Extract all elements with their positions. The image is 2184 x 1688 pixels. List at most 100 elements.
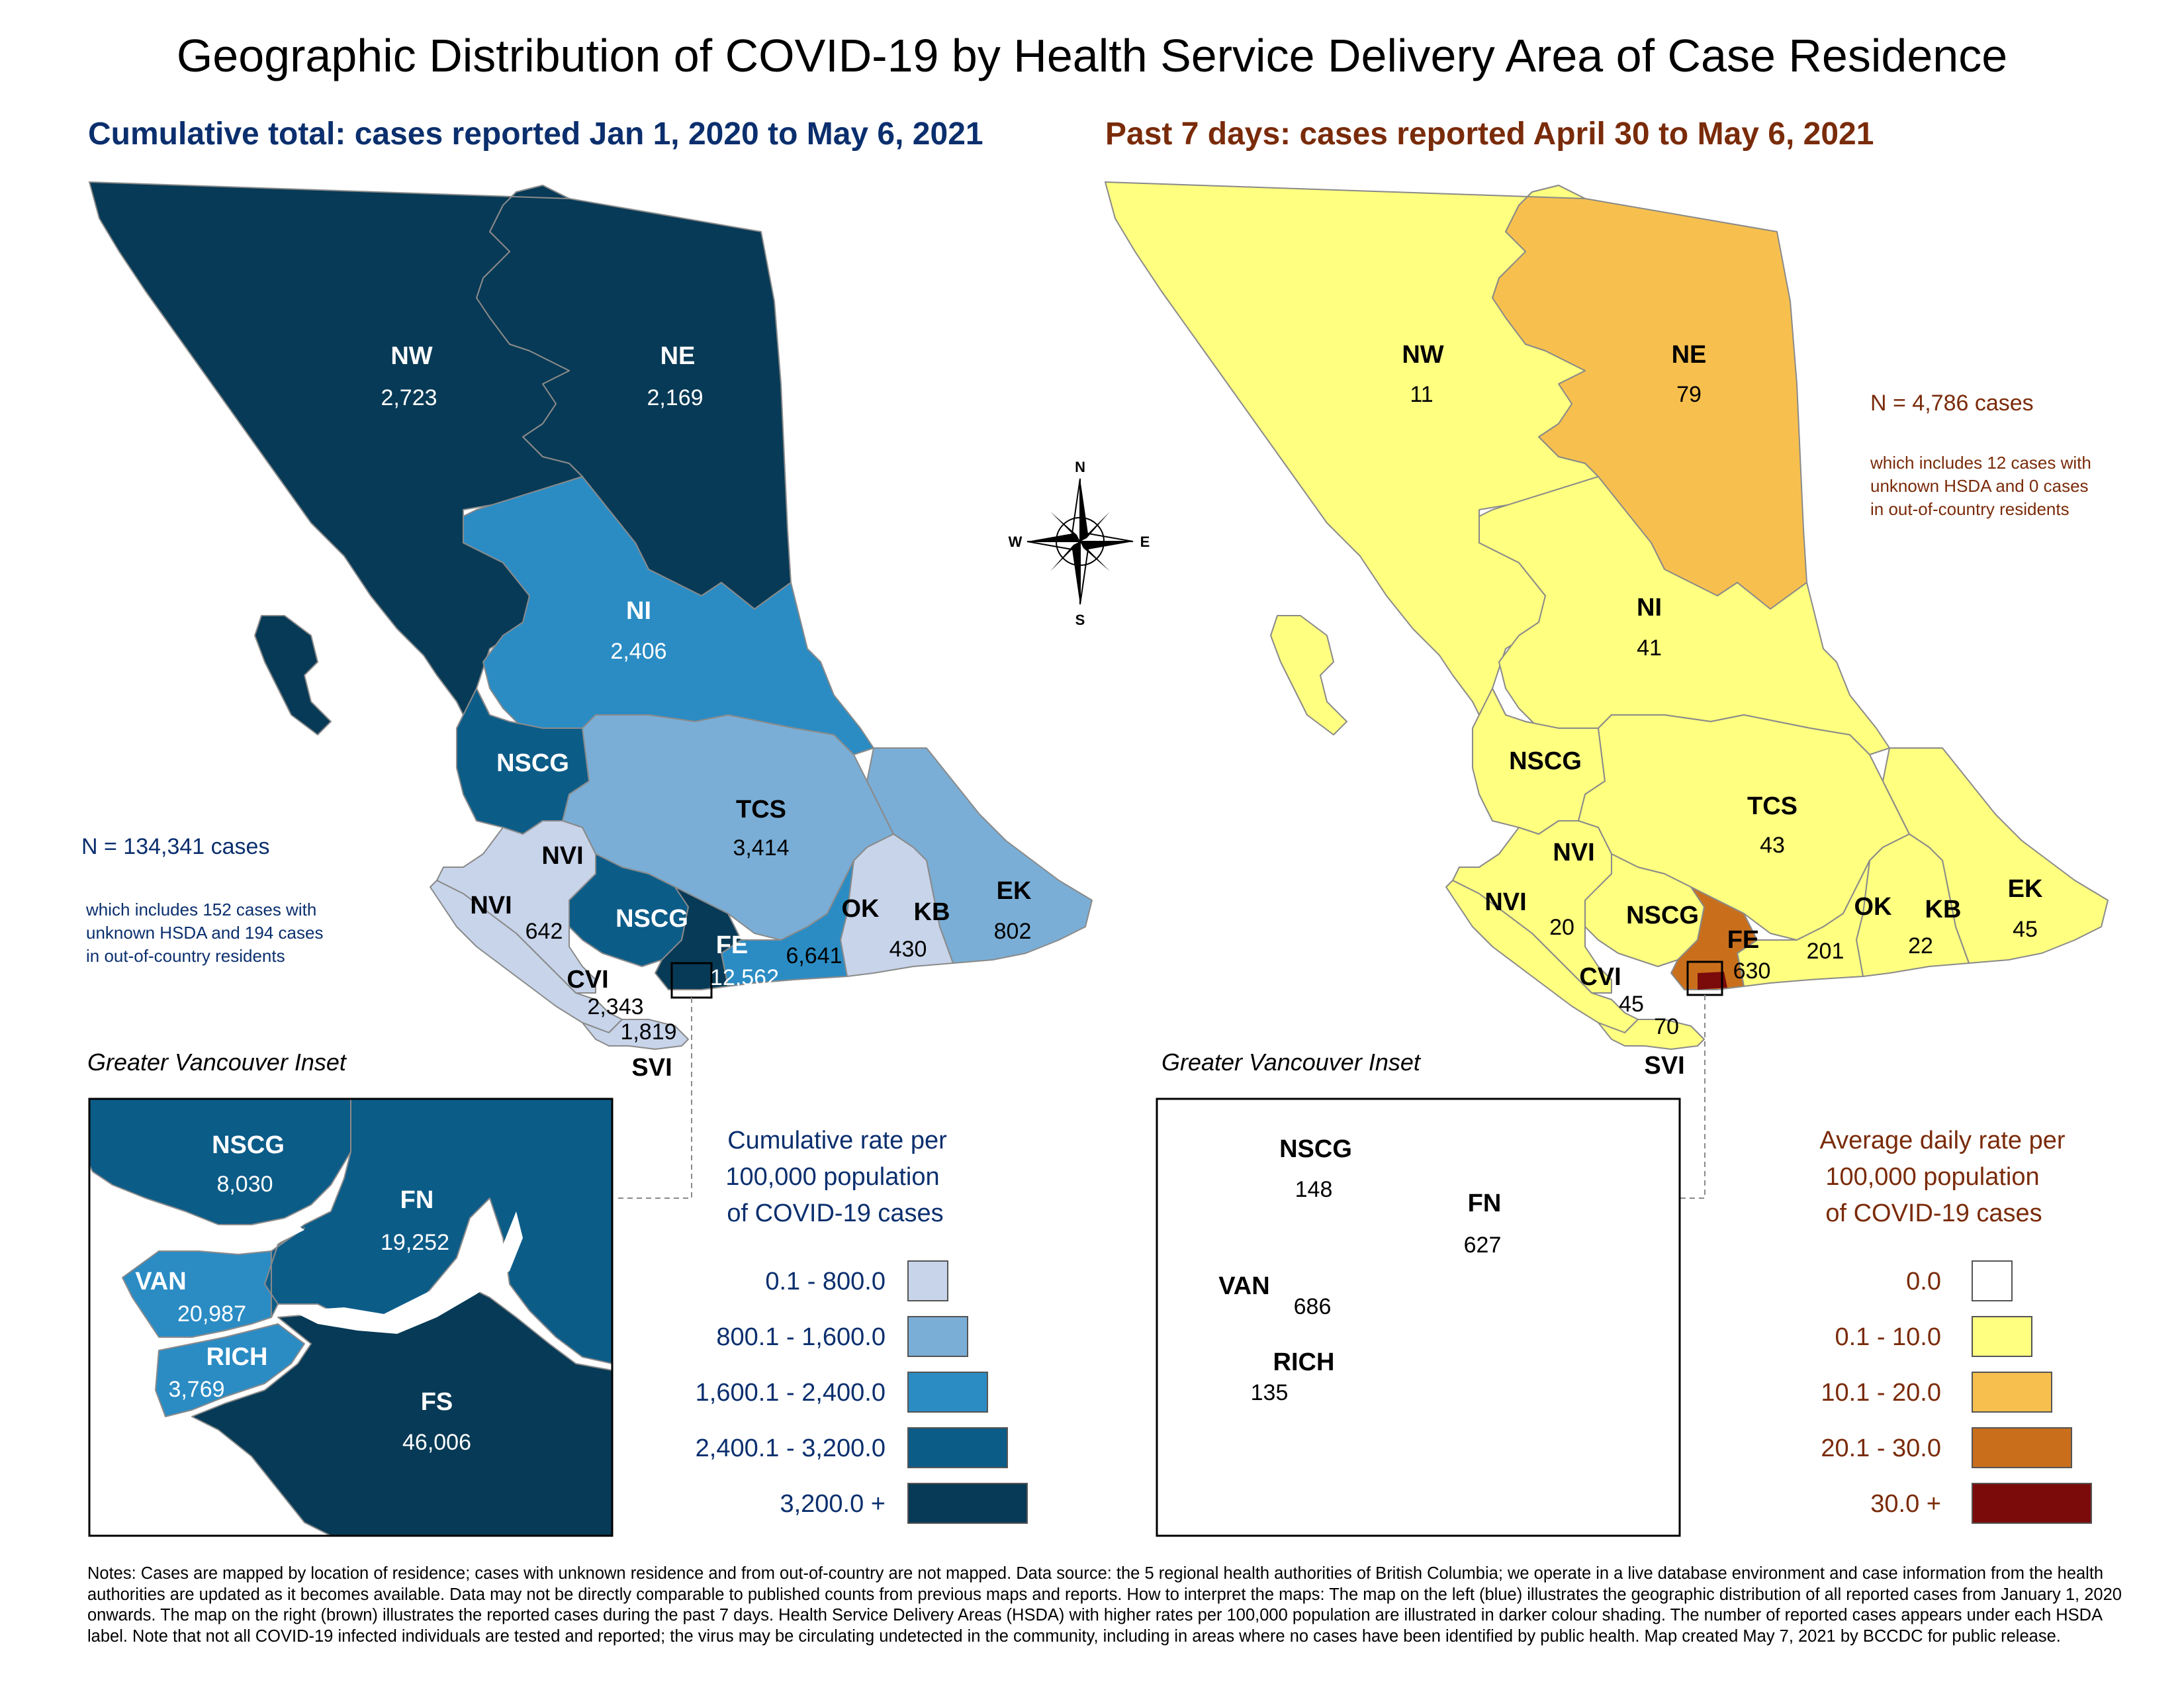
inset-right-value-fs: 1,971: [1478, 1433, 1534, 1458]
right-legend-label: 10.1 - 20.0: [1821, 1379, 1941, 1407]
right-label-fe: FE: [1727, 926, 1760, 954]
right-legend-label: 20.1 - 30.0: [1821, 1434, 1941, 1462]
region-right-fe: [1670, 886, 1758, 990]
inset-left-label-fn: FN: [400, 1186, 434, 1214]
inset-left-label-rich: RICH: [206, 1343, 268, 1371]
inset-left-nscg: [89, 1099, 351, 1225]
right-label-kb: KB: [1925, 896, 1962, 923]
inset-right-label-van: VAN: [1218, 1272, 1269, 1300]
left-value-ni: 2,406: [610, 639, 666, 664]
inset-left-water: [165, 1221, 304, 1246]
right-legend-label: 30.0 +: [1870, 1490, 1941, 1518]
left-n-total: N = 134,341 cases: [81, 834, 269, 859]
inset-left-value-fs: 46,006: [402, 1430, 471, 1455]
left-label-ok: OK: [842, 895, 880, 923]
right-value-ok: 201: [1807, 939, 1844, 964]
left-legend-swatch: [907, 1483, 1028, 1524]
left-legend: Cumulative rate per 100,000 population o…: [696, 1127, 1028, 1524]
compass-s: S: [1075, 612, 1085, 628]
right-label-ok: OK: [1854, 893, 1893, 921]
left-legend-swatch: [907, 1260, 948, 1301]
right-value-cvi: 45: [1619, 992, 1644, 1017]
right-value-tcs: 43: [1760, 833, 1785, 858]
left-legend-label: 1,600.1 - 2,400.0: [696, 1379, 886, 1407]
right-inset: [1156, 1098, 1681, 1537]
region-left-svi: [582, 1019, 689, 1050]
left-value-kb: 430: [889, 937, 927, 962]
left-label-kb: KB: [914, 898, 950, 926]
right-n-note-2: unknown HSDA and 0 cases: [1870, 476, 2089, 496]
right-inset-labels: NSCG 148 FN 627 VAN 686 RICH 135 FS 1,97…: [1218, 1135, 1534, 1458]
region-right-svi: [1598, 1019, 1705, 1050]
left-n-note-1: which includes 152 cases with: [85, 900, 316, 919]
left-map: [89, 181, 1093, 1050]
left-label-ni: NI: [626, 597, 651, 625]
inset-left-value-fn: 19,252: [381, 1230, 449, 1255]
right-legend-title-2: 100,000 population: [1825, 1163, 2039, 1191]
notes: Notes: Cases are mapped by location of r…: [87, 1564, 2122, 1646]
inset-right-label-nscg: NSCG: [1279, 1135, 1352, 1163]
left-value-ek: 802: [994, 919, 1032, 944]
right-legend-swatch: [1972, 1260, 2013, 1301]
right-legend-swatch: [1972, 1316, 2032, 1357]
right-value-kb: 22: [1908, 933, 1933, 959]
right-legend-label: 0.1 - 10.0: [1835, 1323, 1941, 1351]
left-legend-title-3: of COVID-19 cases: [727, 1199, 943, 1227]
left-value-fe: 12,562: [710, 965, 779, 990]
left-label-ek: EK: [997, 877, 1032, 905]
right-label-nvi-2: NVI: [1484, 888, 1526, 916]
inset-right-label-fs: FS: [1490, 1391, 1523, 1419]
left-value-nw: 2,723: [381, 385, 437, 410]
left-legend-label: 2,400.1 - 3,200.0: [696, 1434, 886, 1462]
right-label-cvi: CVI: [1579, 963, 1621, 991]
inset-right-value-nscg: 148: [1295, 1177, 1333, 1202]
left-label-nw: NW: [390, 342, 432, 370]
right-label-svi: SVI: [1644, 1052, 1684, 1080]
left-legend-title-2: 100,000 population: [725, 1163, 939, 1191]
inset-left-value-nscg: 8,030: [216, 1172, 273, 1197]
right-value-ni: 41: [1637, 635, 1662, 661]
left-label-svi: SVI: [631, 1054, 672, 1082]
left-value-svi: 1,819: [620, 1019, 676, 1045]
right-n-note-1: which includes 12 cases with: [1870, 453, 2091, 473]
left-label-nscg: NSCG: [496, 749, 569, 777]
inset-right-label-fn: FN: [1468, 1190, 1502, 1217]
right-fs-mini: [1698, 972, 1727, 990]
right-legend: Average daily rate per 100,000 populatio…: [1819, 1127, 2092, 1524]
inset-left-value-rich: 3,769: [168, 1377, 224, 1402]
haida-gwaii-left: [254, 615, 332, 735]
inset-left-van: [122, 1250, 272, 1338]
inset-left-label-van: VAN: [135, 1268, 186, 1295]
right-value-ek: 45: [2013, 917, 2038, 942]
right-label-nvi: NVI: [1553, 839, 1594, 867]
left-n-note-3: in out-of-country residents: [86, 946, 285, 966]
left-label-ne: NE: [660, 342, 696, 370]
left-legend-swatch: [907, 1427, 1008, 1468]
compass-rose: N S E W: [1009, 459, 1150, 628]
left-subtitle: Cumulative total: cases reported Jan 1, …: [88, 117, 983, 152]
left-inset-leader: [615, 998, 692, 1199]
right-value-nw: 11: [1410, 382, 1433, 407]
left-label-nscg-lower: NSCG: [615, 905, 688, 933]
inset-right-value-fn: 627: [1464, 1233, 1502, 1258]
right-n-total: N = 4,786 cases: [1870, 391, 2034, 416]
right-subtitle: Past 7 days: cases reported April 30 to …: [1105, 117, 1874, 152]
left-legend-label: 800.1 - 1,600.0: [716, 1323, 886, 1351]
left-value-ne: 2,169: [647, 385, 703, 410]
inset-left-rich: [155, 1323, 305, 1417]
region-right-nscg-lower: [1584, 853, 1705, 967]
left-value-tcs: 3,414: [733, 835, 789, 861]
inset-left-river: [291, 1211, 523, 1334]
right-map-labels: NW 11 NE 79 NI 41 NSCG TCS 43 NVI NVI 20…: [1402, 341, 2043, 1080]
left-legend-label: 0.1 - 800.0: [765, 1268, 886, 1295]
left-map-labels: NW 2,723 NE 2,169 NI 2,406 NSCG TCS 3,41…: [381, 342, 1031, 1082]
right-map: [1105, 181, 2109, 1050]
right-value-svi: 70: [1654, 1014, 1679, 1039]
inset-left-value-van: 20,987: [177, 1301, 246, 1327]
region-left-nscg-lower: [569, 853, 689, 967]
inset-left-label-nscg: NSCG: [212, 1131, 285, 1159]
compass-w: W: [1009, 534, 1023, 550]
compass-n: N: [1075, 459, 1085, 475]
inset-left-van-east: [264, 1227, 305, 1318]
right-value-nvi: 20: [1549, 915, 1574, 940]
